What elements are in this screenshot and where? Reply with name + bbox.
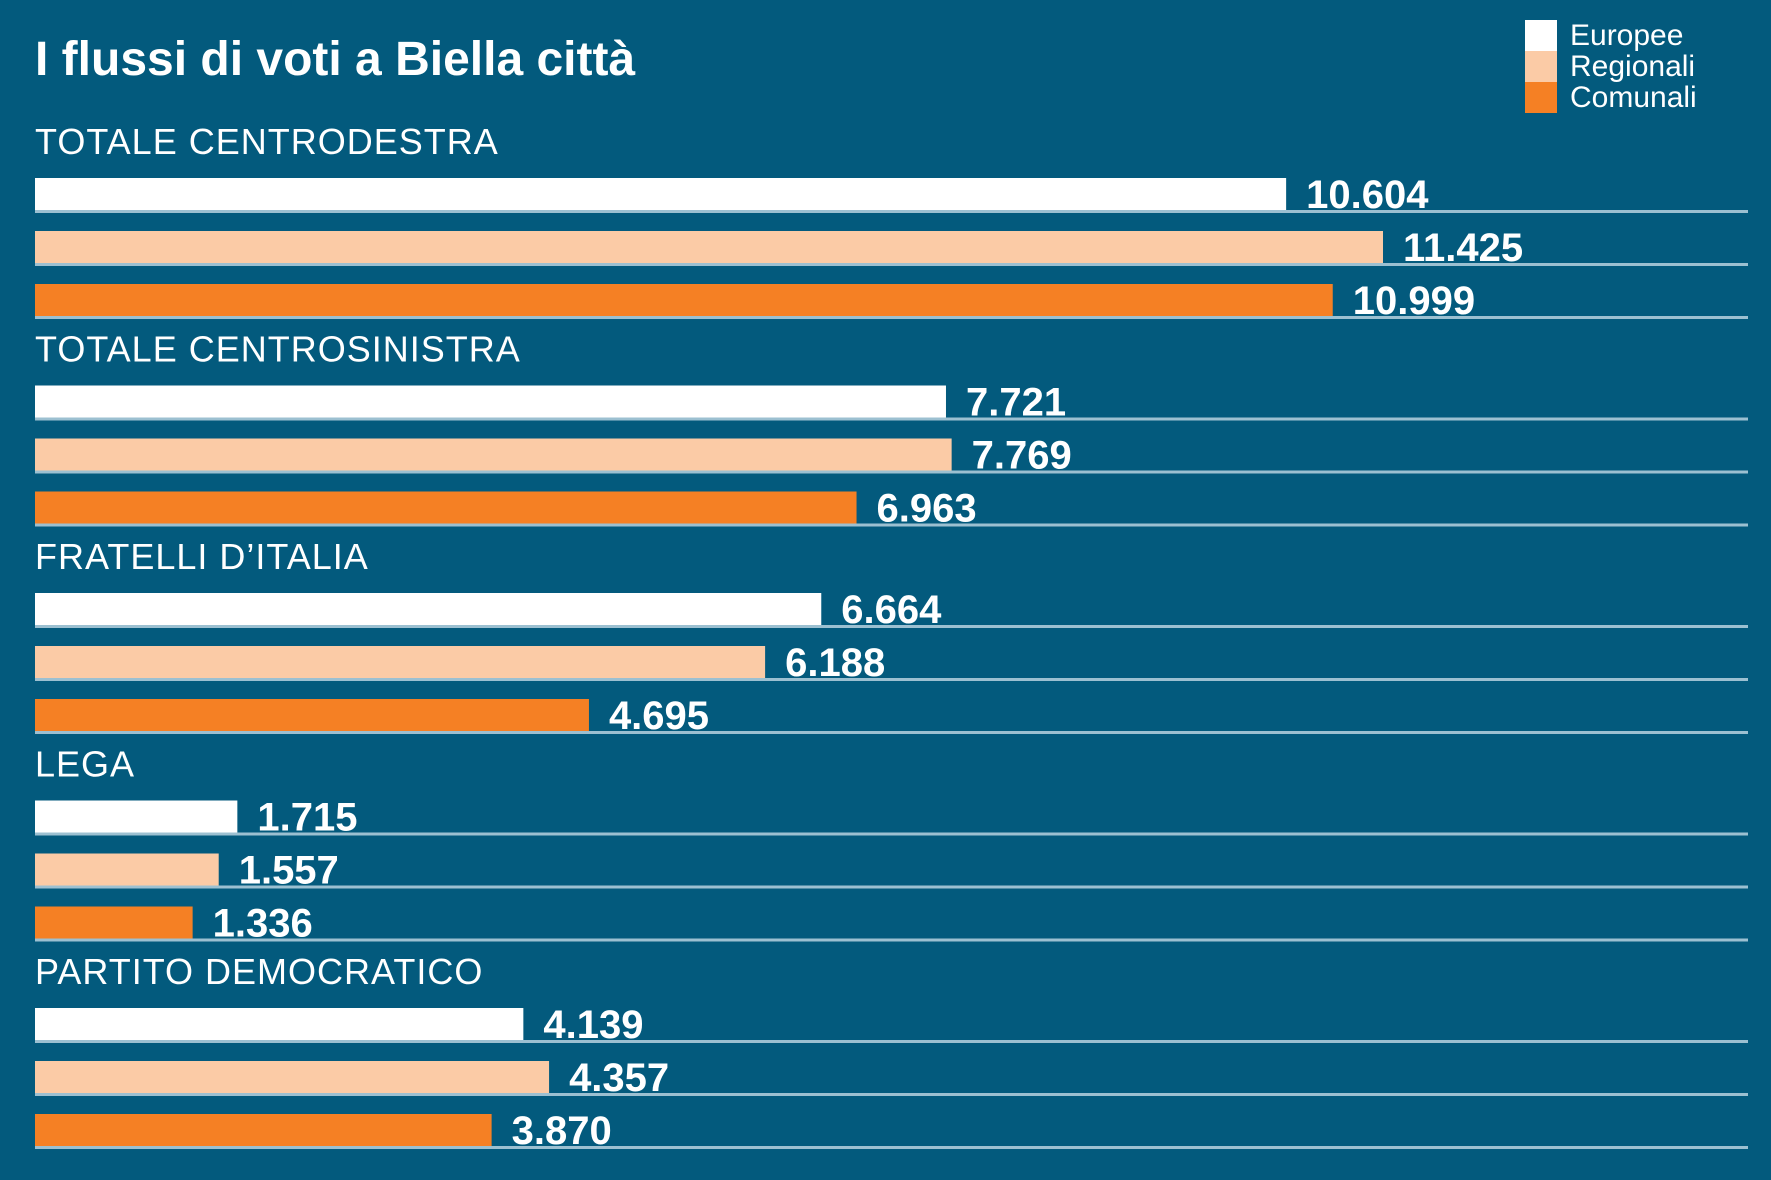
bar-comunali — [35, 1114, 492, 1146]
bar-europee — [35, 800, 238, 833]
bar-comunali — [35, 906, 193, 939]
legend-label-comunali: Comunali — [1570, 81, 1697, 114]
legend-swatch-europee — [1525, 20, 1557, 51]
value-label-comunali: 4.695 — [609, 694, 709, 738]
value-label-regionali: 1.557 — [239, 849, 339, 893]
value-label-comunali: 6.963 — [877, 487, 977, 531]
bar-comunali — [35, 284, 1333, 316]
value-label-regionali: 7.769 — [972, 434, 1072, 478]
group-totale-centrosinistra: TOTALE CENTROSINISTRA 7.721 7.769 6.963 — [35, 329, 1748, 531]
bar-comunali — [35, 699, 589, 731]
bar-europee — [35, 1008, 524, 1040]
group-partito-democratico: PARTITO DEMOCRATICO 4.139 4.357 3.870 — [35, 951, 1748, 1153]
legend-label-europee: Europee — [1570, 19, 1683, 52]
group-fratelli-d-italia: FRATELLI D’ITALIA 6.664 6.188 4.695 — [35, 536, 1748, 738]
bar-regionali — [35, 438, 952, 471]
value-label-comunali: 1.336 — [213, 902, 313, 946]
value-label-europee: 1.715 — [257, 796, 357, 840]
group-label: TOTALE CENTRODESTRA — [35, 121, 499, 162]
legend-label-regionali: Regionali — [1570, 50, 1695, 83]
value-label-europee: 4.139 — [543, 1003, 643, 1047]
value-label-regionali: 4.357 — [569, 1056, 669, 1100]
bar-regionali — [35, 646, 766, 678]
group-totale-centrodestra: TOTALE CENTRODESTRA 10.604 11.425 10.999 — [35, 121, 1748, 323]
value-label-regionali: 6.188 — [785, 641, 885, 685]
value-label-comunali: 3.870 — [512, 1109, 612, 1153]
bar-regionali — [35, 231, 1383, 263]
bar-regionali — [35, 1061, 550, 1093]
bar-groups: TOTALE CENTRODESTRA10.60411.42510.999TOT… — [35, 121, 1748, 1153]
value-label-europee: 10.604 — [1306, 173, 1429, 217]
bar-regionali — [35, 853, 219, 886]
legend-swatch-comunali — [1525, 82, 1557, 113]
group-label: LEGA — [35, 744, 135, 785]
group-label: TOTALE CENTROSINISTRA — [35, 329, 521, 370]
legend-swatch-regionali — [1525, 51, 1557, 82]
value-label-regionali: 11.425 — [1403, 226, 1523, 270]
bar-europee — [35, 178, 1287, 210]
value-label-europee: 7.721 — [966, 381, 1066, 425]
group-lega: LEGA 1.715 1.557 1.336 — [35, 744, 1748, 946]
chart-title: I flussi di voti a Biella città — [35, 33, 635, 86]
group-label: FRATELLI D’ITALIA — [35, 536, 369, 577]
bar-europee — [35, 593, 822, 625]
bar-comunali — [35, 491, 857, 524]
group-label: PARTITO DEMOCRATICO — [35, 951, 483, 992]
value-label-europee: 6.664 — [841, 588, 942, 632]
bar-europee — [35, 385, 946, 418]
value-label-comunali: 10.999 — [1353, 279, 1475, 323]
